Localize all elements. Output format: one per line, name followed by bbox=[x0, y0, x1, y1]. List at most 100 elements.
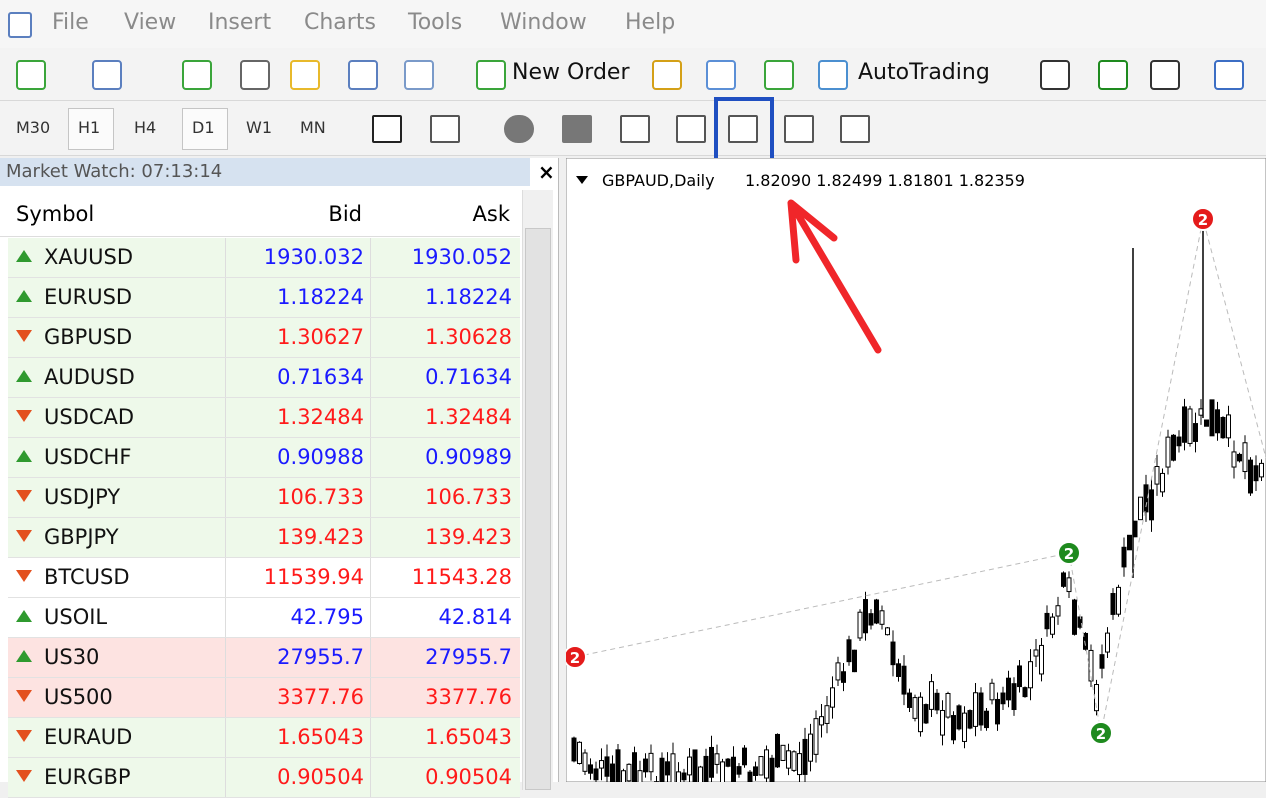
candle-body bbox=[798, 754, 802, 775]
new-order-button[interactable]: New Order bbox=[512, 60, 630, 85]
ask[interactable]: 1.30628 bbox=[425, 325, 512, 349]
menu-item[interactable]: Tools bbox=[408, 10, 462, 35]
market-watch: Market Watch: 07:13:14 × Symbol Bid Ask … bbox=[0, 158, 559, 782]
menu-item[interactable]: View bbox=[124, 10, 176, 35]
toolbar-icon[interactable] bbox=[92, 60, 122, 90]
ask[interactable]: 3377.76 bbox=[425, 685, 512, 709]
candle-body bbox=[649, 753, 653, 771]
menu-bar: File View Insert Charts Tools Window Help bbox=[0, 0, 1266, 48]
toolbar-icon[interactable] bbox=[1214, 60, 1244, 90]
symbol[interactable]: EURGBP bbox=[44, 765, 131, 789]
ask[interactable]: 106.733 bbox=[425, 485, 512, 509]
candle-body bbox=[957, 706, 961, 729]
candle-body bbox=[842, 672, 846, 683]
column-header[interactable]: Ask bbox=[473, 202, 510, 226]
bid[interactable]: 1930.032 bbox=[264, 245, 364, 269]
ask[interactable]: 139.423 bbox=[425, 525, 512, 549]
panel-close[interactable]: × bbox=[538, 160, 555, 184]
bid[interactable]: 0.90988 bbox=[277, 445, 364, 469]
menu-item[interactable]: File bbox=[52, 10, 89, 35]
ask[interactable]: 1.32484 bbox=[425, 405, 512, 429]
autotrading-button[interactable]: AutoTrading bbox=[858, 60, 990, 85]
symbol[interactable]: BTCUSD bbox=[44, 565, 130, 589]
ask[interactable]: 1.65043 bbox=[425, 725, 512, 749]
bid[interactable]: 11539.94 bbox=[264, 565, 364, 589]
menu-item[interactable]: Insert bbox=[208, 10, 271, 35]
symbol[interactable]: XAUUSD bbox=[44, 245, 133, 269]
timeframe-button[interactable]: W1 bbox=[246, 118, 272, 137]
bid[interactable]: 1.32484 bbox=[277, 405, 364, 429]
candle-body bbox=[935, 693, 939, 710]
bid[interactable]: 27955.7 bbox=[277, 645, 364, 669]
drawing-tool[interactable] bbox=[784, 115, 814, 143]
toolbar-icon[interactable] bbox=[240, 60, 270, 90]
timeframe-button[interactable]: H4 bbox=[134, 118, 156, 137]
toolbar-icon[interactable] bbox=[706, 60, 736, 90]
drawing-tool[interactable] bbox=[676, 115, 706, 143]
ask[interactable]: 27955.7 bbox=[425, 645, 512, 669]
drawing-tool[interactable] bbox=[620, 115, 650, 143]
symbol[interactable]: EURAUD bbox=[44, 725, 132, 749]
toolbar-icon[interactable] bbox=[1150, 60, 1180, 90]
toolbar-icon[interactable] bbox=[348, 60, 378, 90]
ask[interactable]: 0.90989 bbox=[425, 445, 512, 469]
zigzag-label: 2 bbox=[1064, 545, 1074, 563]
toolbar-icon[interactable] bbox=[182, 60, 212, 90]
menu-item[interactable]: Charts bbox=[304, 10, 376, 35]
drawing-tool[interactable] bbox=[562, 115, 592, 143]
toolbar-icon[interactable] bbox=[476, 60, 506, 90]
column-divider bbox=[225, 358, 226, 397]
column-header[interactable]: Symbol bbox=[16, 202, 94, 226]
candle-body bbox=[1155, 467, 1159, 485]
drawing-tool[interactable] bbox=[504, 115, 534, 143]
zigzag-label: 2 bbox=[1198, 211, 1208, 229]
drawing-tool[interactable] bbox=[430, 115, 460, 143]
toolbar-icon[interactable] bbox=[1098, 60, 1128, 90]
symbol[interactable]: USDCHF bbox=[44, 445, 131, 469]
ask[interactable]: 1930.052 bbox=[412, 245, 512, 269]
drawing-tool[interactable] bbox=[840, 115, 870, 143]
column-divider bbox=[370, 438, 371, 477]
drawing-tool[interactable] bbox=[372, 115, 402, 143]
toolbar-icon[interactable] bbox=[818, 60, 848, 90]
symbol[interactable]: USDJPY bbox=[44, 485, 120, 509]
toolbar-icon[interactable] bbox=[652, 60, 682, 90]
symbol[interactable]: USDCAD bbox=[44, 405, 134, 429]
symbol[interactable]: AUDUSD bbox=[44, 365, 135, 389]
column-divider bbox=[225, 238, 226, 277]
symbol[interactable]: US30 bbox=[44, 645, 99, 669]
toolbar-icon[interactable] bbox=[764, 60, 794, 90]
ask[interactable]: 11543.28 bbox=[412, 565, 512, 589]
timeframe-button[interactable]: H1 bbox=[78, 118, 100, 137]
ask[interactable]: 0.90504 bbox=[425, 765, 512, 789]
bid[interactable]: 0.90504 bbox=[277, 765, 364, 789]
bid[interactable]: 42.795 bbox=[291, 605, 364, 629]
symbol[interactable]: USOIL bbox=[44, 605, 107, 629]
menu-item[interactable]: Help bbox=[625, 10, 675, 35]
timeframe-button[interactable]: MN bbox=[300, 118, 326, 137]
toolbar-icon[interactable] bbox=[16, 60, 46, 90]
bid[interactable]: 0.71634 bbox=[277, 365, 364, 389]
bid[interactable]: 1.18224 bbox=[277, 285, 364, 309]
toolbar-icon[interactable] bbox=[290, 60, 320, 90]
ask[interactable]: 42.814 bbox=[439, 605, 512, 629]
symbol[interactable]: GBPUSD bbox=[44, 325, 132, 349]
column-divider bbox=[370, 398, 371, 437]
toolbar-icon[interactable] bbox=[404, 60, 434, 90]
menu-item[interactable]: Window bbox=[500, 10, 587, 35]
bid[interactable]: 106.733 bbox=[277, 485, 364, 509]
ask[interactable]: 1.18224 bbox=[425, 285, 512, 309]
column-header[interactable]: Bid bbox=[328, 202, 362, 226]
bid[interactable]: 1.30627 bbox=[277, 325, 364, 349]
toolbar-icon[interactable] bbox=[1040, 60, 1070, 90]
bid[interactable]: 139.423 bbox=[277, 525, 364, 549]
symbol[interactable]: EURUSD bbox=[44, 285, 132, 309]
scrollbar-thumb[interactable] bbox=[525, 228, 551, 790]
symbol[interactable]: US500 bbox=[44, 685, 113, 709]
timeframe-button[interactable]: D1 bbox=[192, 118, 215, 137]
bid[interactable]: 3377.76 bbox=[277, 685, 364, 709]
bid[interactable]: 1.65043 bbox=[277, 725, 364, 749]
ask[interactable]: 0.71634 bbox=[425, 365, 512, 389]
symbol[interactable]: GBPJPY bbox=[44, 525, 119, 549]
timeframe-button[interactable]: M30 bbox=[16, 118, 50, 137]
